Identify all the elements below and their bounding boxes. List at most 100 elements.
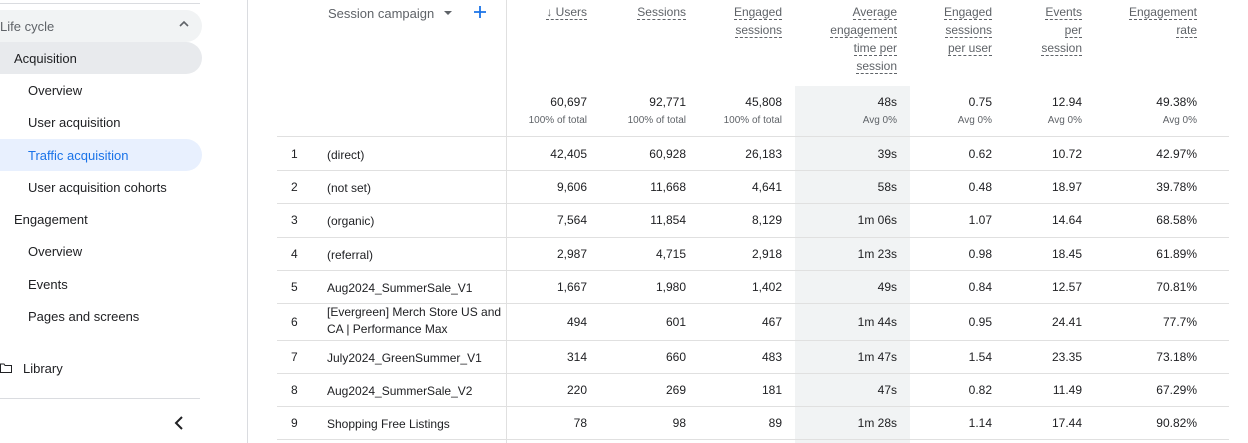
table-row[interactable]: 5 Aug2024_SummerSale_V1 1,667 1,980 1,402 49s… (277, 270, 1229, 303)
sidebar-item-pages-and-screens[interactable]: Pages and screens (28, 309, 140, 324)
sorted-column-highlight (795, 86, 910, 443)
add-dimension-icon[interactable] (473, 4, 487, 20)
metric-header[interactable]: Engagement rate (1097, 3, 1197, 39)
sidebar-item-label: Acquisition (14, 51, 77, 66)
metric-cell: 0.48 (968, 179, 992, 194)
metric-header-line: Engagement (1128, 5, 1197, 20)
total-value: 45,808 (745, 95, 782, 109)
metric-header[interactable]: Sessions (586, 3, 686, 21)
lifecycle-section-header[interactable]: Life cycle (0, 10, 202, 42)
metric-cell: 9,606 (556, 179, 587, 194)
total-subtext: Avg 0% (862, 115, 897, 126)
row-divider (277, 136, 1229, 137)
table-row[interactable]: 1 (direct) 42,405 60,928 26,183 39s 0.62 10.72 4… (277, 137, 1229, 170)
table-row[interactable]: 6 [Evergreen] Merch Store US and CA | Per… (277, 303, 1229, 340)
metric-cell: 1,402 (751, 279, 782, 294)
row-divider (277, 270, 1229, 271)
sidebar-item-acquisition[interactable]: Acquisition (0, 42, 202, 74)
chevron-left-icon[interactable] (172, 415, 186, 431)
metric-header[interactable]: ↓ Users (487, 3, 587, 21)
row-divider (277, 373, 1229, 374)
sidebar-item-engagement[interactable]: Engagement (14, 212, 88, 227)
metric-header[interactable]: Average engagement time per session (797, 3, 897, 75)
metric-cell: 1m 23s (857, 246, 897, 261)
metric-cell: 7,564 (556, 213, 587, 227)
total-subtext: 100% of total (627, 115, 686, 126)
row-index: 9 (291, 415, 298, 430)
metric-header-line: session (856, 59, 897, 74)
caret-down-icon[interactable] (443, 10, 453, 16)
metric-cell: 0.84 (968, 279, 992, 294)
campaign-name[interactable]: (organic) (327, 214, 375, 228)
metric-cell: 1m 28s (857, 415, 897, 430)
metric-cell: 4,641 (751, 179, 782, 194)
table-row[interactable]: 2 (not set) 9,606 11,668 4,641 58s 0.48 18.97 39… (277, 170, 1229, 203)
campaign-name[interactable]: July2024_GreenSummer_V1 (327, 350, 482, 365)
table-row[interactable]: 3 (organic) 7,564 11,854 8,129 1m 06s 1.07 14.6… (277, 203, 1229, 237)
metric-header[interactable]: Events per session (982, 3, 1082, 57)
total-value: 60,697 (550, 95, 587, 109)
metric-cell: 4,715 (655, 246, 686, 261)
row-index: 1 (291, 146, 298, 161)
metric-cell: 73.18% (1156, 349, 1197, 364)
metric-cell: 89 (768, 415, 782, 430)
campaign-name[interactable]: [Evergreen] Merch Store US and CA | Perf… (327, 305, 502, 336)
chevron-up-icon[interactable] (178, 18, 190, 30)
metric-cell: 314 (566, 349, 587, 364)
metric-header[interactable]: Engaged sessions (682, 3, 782, 39)
metric-cell: 61.89% (1156, 246, 1197, 261)
metric-header-line: sessions (735, 23, 782, 38)
sidebar-item-acquisition-overview[interactable]: Overview (28, 83, 83, 98)
column-divider (506, 0, 507, 443)
campaign-name[interactable]: Aug2024_SummerSale_V1 (327, 280, 473, 295)
total-subtext: Avg 0% (1162, 115, 1197, 126)
metric-cell: 0.95 (968, 314, 992, 329)
row-index: 7 (291, 349, 298, 364)
campaign-name[interactable]: (not set) (327, 180, 372, 195)
metric-cell: 18.45 (1051, 246, 1082, 261)
total-subtext: Avg 0% (957, 115, 992, 126)
sidebar-item-user-acquisition[interactable]: User acquisition (28, 115, 121, 130)
metric-header-line: Average (852, 5, 897, 20)
total-value: 49.38% (1156, 95, 1197, 109)
sidebar-item-library[interactable]: Library (23, 361, 63, 376)
metric-cell: 11,668 (650, 179, 686, 194)
table-row[interactable]: 8 Aug2024_SummerSale_V2 220 269 181 47s 0.82 11… (277, 373, 1229, 406)
metric-header[interactable]: Engaged sessions per user (892, 3, 992, 57)
metric-cell: 24.41 (1051, 314, 1082, 329)
metric-header-line: ↓ Users (546, 5, 587, 20)
table-row[interactable]: 4 (referral) 2,987 4,715 2,918 1m 23s 0.98 18.4… (277, 237, 1229, 270)
metric-header-line: rate (1176, 23, 1197, 38)
metric-header-line: Events (1045, 5, 1082, 20)
table-row[interactable]: 9 Shopping Free Listings 78 98 89 1m 28s 1.14 1… (277, 406, 1229, 439)
metric-header-line: per (1064, 23, 1082, 38)
campaign-name[interactable]: Aug2024_SummerSale_V2 (327, 383, 473, 398)
dimension-header[interactable]: Session campaign (328, 6, 435, 21)
divider (0, 398, 200, 399)
total-value: 92,771 (649, 95, 686, 109)
metric-cell: 0.98 (968, 246, 992, 261)
metric-header-line: time per (853, 41, 897, 56)
table-row[interactable]: 7 July2024_GreenSummer_V1 314 660 483 1m 47s 1… (277, 340, 1229, 373)
metric-cell: 467 (761, 314, 782, 329)
metric-cell: 1,667 (556, 279, 587, 294)
row-index: 6 (291, 314, 298, 329)
total-subtext: Avg 0% (1047, 115, 1082, 126)
metric-cell: 11,854 (650, 213, 686, 227)
metric-cell: 60,928 (649, 146, 686, 161)
sidebar-item-user-acquisition-cohorts[interactable]: User acquisition cohorts (28, 180, 167, 195)
sidebar-item-engagement-overview[interactable]: Overview (28, 244, 83, 259)
metric-cell: 8,129 (751, 213, 782, 227)
metric-cell: 39s (877, 146, 897, 161)
campaign-name[interactable]: (direct) (327, 147, 365, 162)
campaign-name[interactable]: (referral) (327, 247, 374, 262)
sidebar-item-label: Traffic acquisition (28, 148, 129, 163)
metric-header-line: engagement (830, 23, 897, 38)
metric-cell: 14.64 (1051, 213, 1082, 227)
metric-cell: 58s (877, 179, 897, 194)
metric-cell: 0.82 (968, 382, 992, 397)
campaign-name[interactable]: Shopping Free Listings (327, 416, 450, 431)
metric-cell: 1,980 (655, 279, 686, 294)
sidebar-item-traffic-acquisition[interactable]: Traffic acquisition (0, 139, 202, 171)
sidebar-item-events[interactable]: Events (28, 277, 68, 292)
